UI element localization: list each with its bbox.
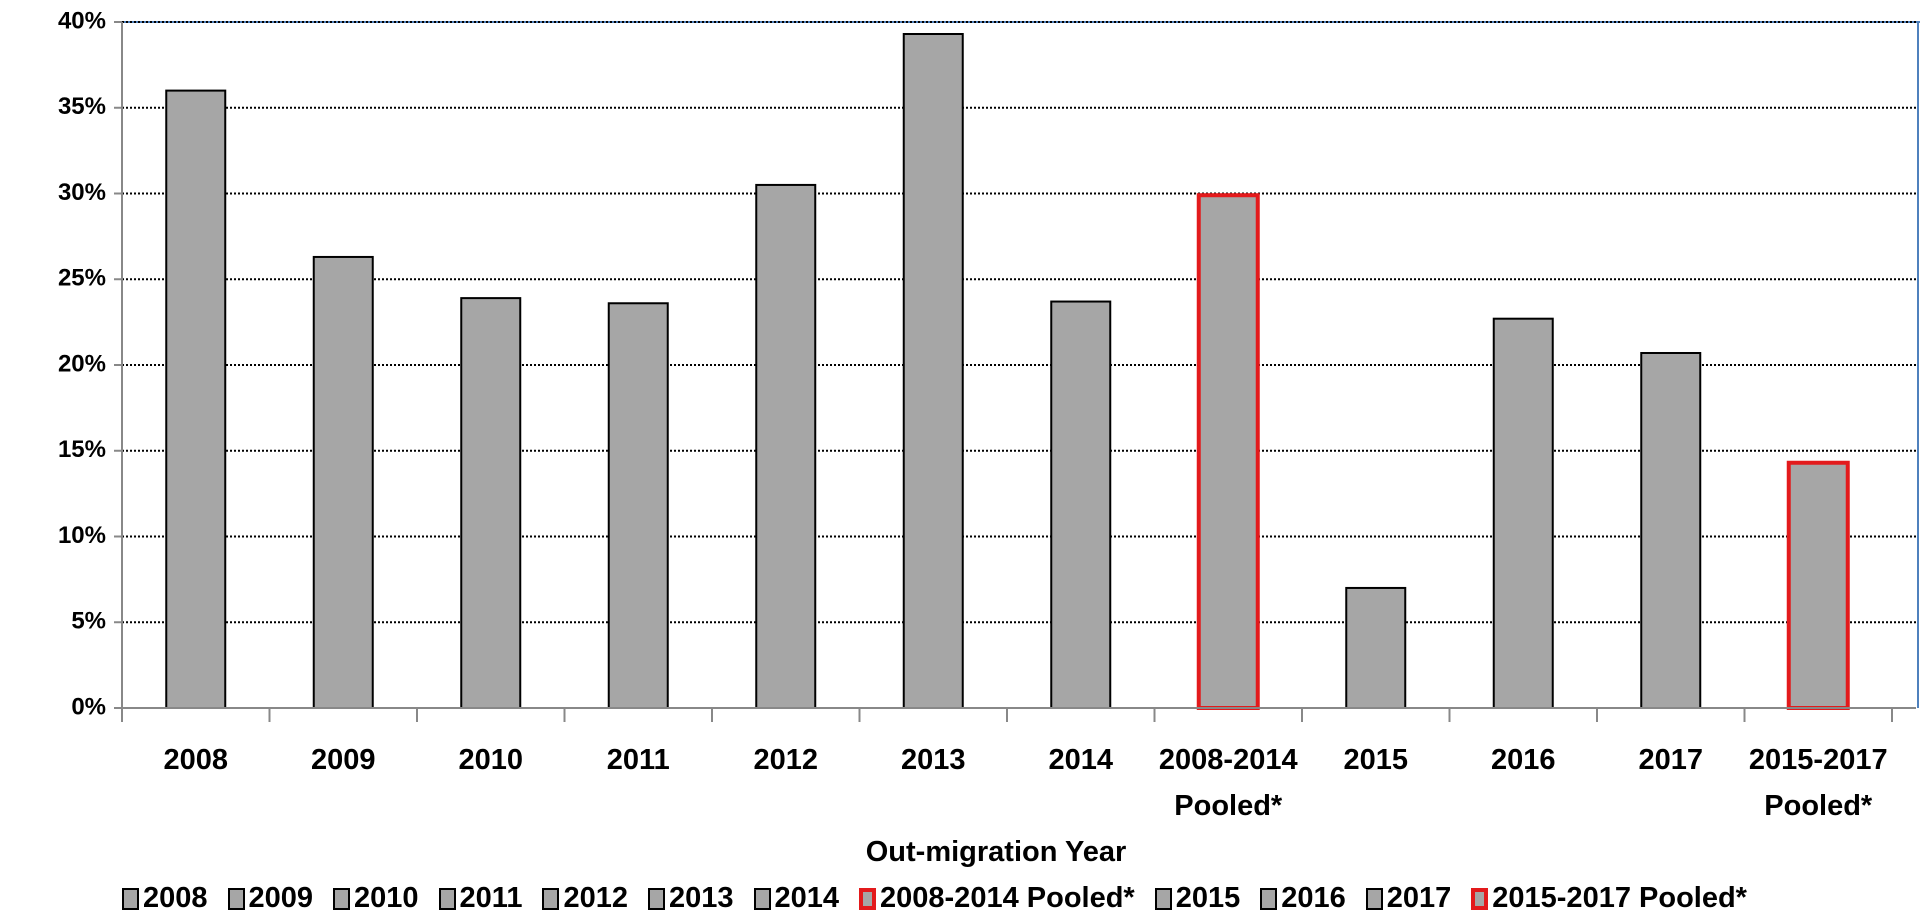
legend-item: 2017: [1365, 882, 1452, 915]
x-tick-label: 2016: [1490, 744, 1556, 776]
y-tick-label: 10%: [58, 522, 106, 549]
legend-item: 2014: [753, 882, 840, 915]
legend-label: 2009: [248, 882, 314, 914]
legend-item: 2015: [1154, 882, 1241, 915]
legend-item: 2010: [333, 882, 419, 915]
legend-swatch: [438, 887, 456, 910]
legend-label: 2015: [1175, 882, 1241, 914]
x-tick-label: 2010: [458, 744, 523, 776]
legend-swatch: [122, 887, 139, 910]
legend-swatch: [333, 887, 351, 910]
legend-label: 2015-2017 Pooled*: [1492, 882, 1747, 914]
legend-item: 2009: [227, 882, 314, 915]
y-tick-label: 40%: [58, 7, 106, 34]
legend-swatch: [647, 887, 665, 910]
y-tick-label: 30%: [58, 179, 106, 206]
legend-label: 2012: [563, 882, 628, 914]
bar: [165, 89, 227, 710]
legend-swatch: [1260, 887, 1278, 910]
x-tick-label: 2011: [606, 744, 670, 776]
y-tick-label: 0%: [71, 693, 106, 720]
legend-label: 2016: [1281, 882, 1346, 914]
y-tick-label: 20%: [58, 350, 106, 377]
legend-label: 2014: [774, 882, 840, 914]
y-tick-label: 35%: [58, 93, 106, 120]
legend-label: 2008: [143, 882, 208, 914]
x-tick-label: 2017: [1638, 744, 1703, 776]
legend-label: 2010: [354, 882, 419, 914]
y-tick-label: 5%: [71, 608, 106, 635]
x-tick-label: 2013: [900, 744, 966, 776]
x-tick-label: 2015-2017 Pooled*: [1748, 744, 1888, 822]
bar: [1492, 317, 1554, 709]
legend-item: 2015-2017 Pooled*: [1471, 882, 1747, 915]
legend-swatch: [859, 887, 877, 910]
bar: [1786, 460, 1850, 710]
bar: [1196, 193, 1260, 710]
legend-item: 2012: [542, 882, 628, 915]
x-tick-label: 2008: [163, 744, 228, 776]
bar: [312, 255, 374, 709]
bar: [1345, 586, 1407, 710]
bar: [1640, 351, 1702, 709]
y-tick-label: 25%: [58, 265, 106, 292]
legend-swatch: [542, 887, 560, 910]
legend-swatch: [227, 887, 245, 910]
x-axis-title: Out-migration Year: [865, 836, 1127, 868]
legend-label: 2013: [668, 882, 734, 914]
bar: [460, 297, 522, 709]
bar: [1050, 300, 1112, 709]
x-tick-label: 2008-2014 Pooled*: [1158, 744, 1298, 822]
legend: 2008 2009 2010 2011 2012 2013 2014 2008-2014 Po…: [122, 882, 1747, 915]
bar: [755, 183, 817, 710]
legend-swatch: [753, 887, 771, 910]
bar: [607, 302, 669, 709]
legend-label: 2011: [459, 882, 523, 914]
x-tick-label: 2009: [310, 744, 376, 776]
legend-label: 2008-2014 Pooled*: [880, 882, 1135, 914]
legend-item: 2008: [122, 882, 208, 915]
legend-item: 2016: [1260, 882, 1346, 915]
x-tick-label: 2015: [1343, 744, 1408, 776]
x-tick-label: 2012: [753, 744, 818, 776]
legend-item: 2008-2014 Pooled*: [859, 882, 1135, 915]
legend-item: 2011: [438, 882, 523, 915]
legend-swatch: [1365, 887, 1383, 910]
legend-swatch: [1154, 887, 1172, 910]
legend-label: 2017: [1386, 882, 1452, 914]
legend-item: 2013: [647, 882, 734, 915]
legend-swatch: [1471, 887, 1489, 910]
y-tick-label: 15%: [58, 436, 106, 463]
x-tick-label: 2014: [1048, 744, 1113, 776]
bar: [902, 33, 964, 709]
